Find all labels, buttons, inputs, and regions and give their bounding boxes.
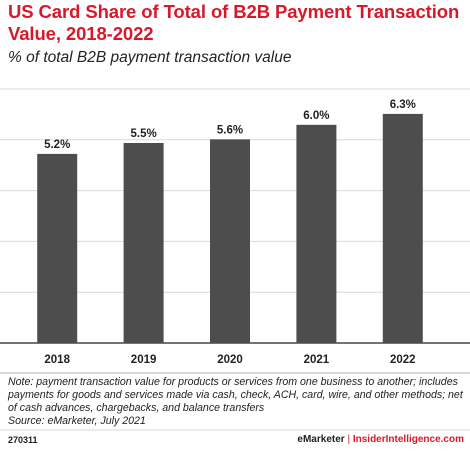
x-tick-label-2022: 2022 — [390, 354, 416, 366]
x-tick-label-2018: 2018 — [44, 354, 70, 366]
note-text: Note: payment transaction value for prod… — [8, 376, 463, 414]
chart-subtitle: % of total B2B payment transaction value — [8, 49, 292, 66]
x-tick-label-2019: 2019 — [131, 354, 157, 366]
data-label-2019: 5.5% — [130, 128, 156, 140]
data-label-2021: 6.0% — [303, 110, 329, 122]
bar-2020 — [210, 139, 250, 343]
data-label-2018: 5.2% — [44, 139, 70, 151]
source-text: Source: eMarketer, July 2021 — [8, 415, 146, 427]
bar-2019 — [123, 143, 164, 343]
data-label-2020: 5.6% — [217, 124, 243, 136]
brand-name: eMarketer — [297, 434, 345, 445]
site-link[interactable]: InsiderIntelligence.com — [352, 434, 464, 445]
x-axis-ticks: 2018 2019 2020 2021 2022 — [44, 354, 415, 366]
chart-title: US Card Share of Total of B2B Payment Tr… — [8, 1, 460, 44]
data-label-2022: 6.3% — [390, 99, 416, 111]
data-labels: 5.2% 5.5% 5.6% 6.0% 6.3% — [44, 99, 416, 151]
x-tick-label-2020: 2020 — [217, 354, 243, 366]
bar-2022 — [382, 113, 423, 343]
bar-2018 — [37, 153, 78, 343]
footer-brand: eMarketer | InsiderIntelligence.com — [297, 434, 464, 445]
bar-2021 — [296, 124, 337, 344]
x-tick-label-2021: 2021 — [304, 354, 330, 366]
footnote: Note: payment transaction value for prod… — [8, 376, 466, 428]
chart-id: 270311 — [8, 435, 38, 445]
brand-separator: | — [347, 434, 351, 445]
bars — [37, 113, 423, 344]
